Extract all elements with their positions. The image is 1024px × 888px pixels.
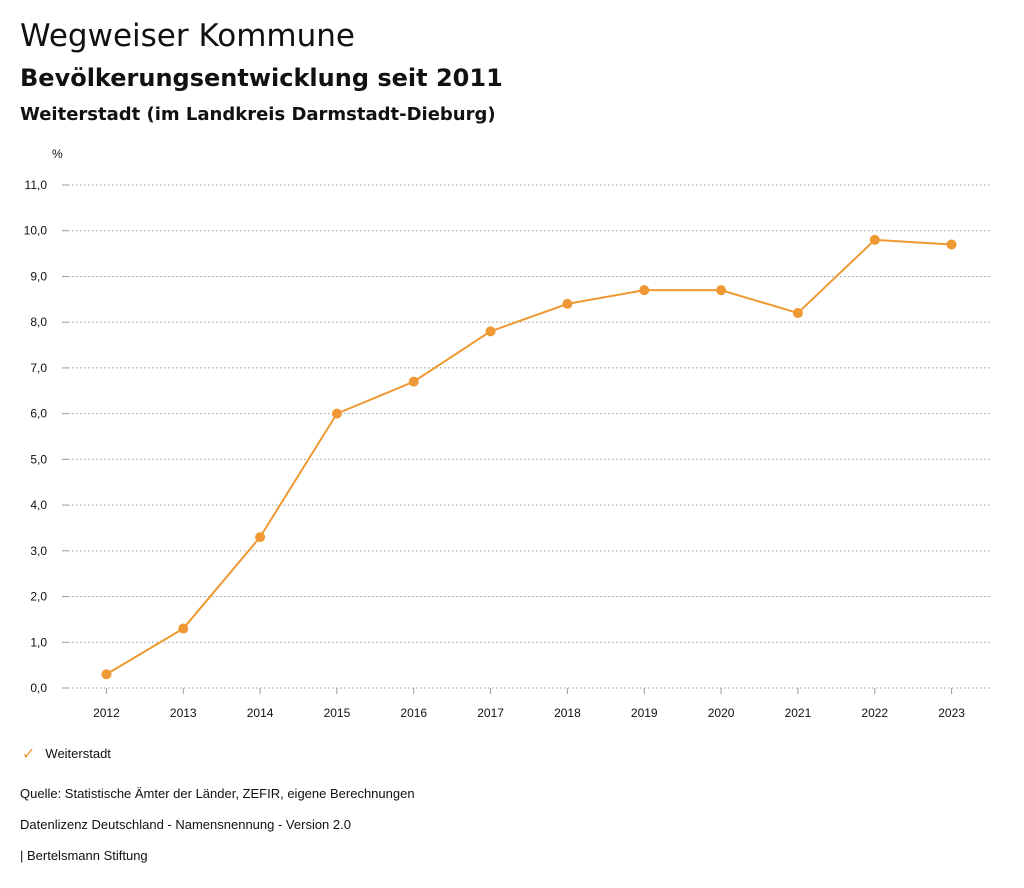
x-tick-label: 2013 [170,706,197,720]
y-tick-label: 1,0 [30,635,47,649]
data-point [485,326,496,337]
y-tick-label: 11,0 [25,178,48,192]
y-tick-label: 8,0 [30,315,47,329]
legend-label: Weiterstadt [45,746,111,761]
data-point [792,308,803,319]
region-label: Weiterstadt (im Landkreis Darmstadt-Dieb… [20,104,496,125]
x-tick-label: 2018 [554,706,581,720]
data-point [255,532,266,543]
data-point [869,234,880,245]
x-tick-label: 2017 [477,706,504,720]
data-point [408,376,419,387]
data-point [639,285,650,296]
y-tick-label: 3,0 [30,544,47,558]
y-tick-label: 5,0 [30,452,47,466]
data-point [331,408,342,419]
y-tick-label: 0,0 [30,681,47,695]
data-point [716,285,727,296]
y-tick-label: 2,0 [30,590,47,604]
y-axis-unit: % [52,147,63,161]
y-tick-label: 6,0 [30,407,47,421]
x-tick-label: 2015 [324,706,351,720]
data-point [101,669,112,680]
y-tick-label: 4,0 [30,498,47,512]
legend[interactable]: ✓ Weiterstadt [22,744,111,763]
y-tick-label: 9,0 [30,269,47,283]
y-tick-label: 7,0 [30,361,47,375]
x-tick-label: 2020 [708,706,735,720]
data-point [562,298,573,309]
x-tick-label: 2019 [631,706,658,720]
x-tick-label: 2021 [785,706,812,720]
x-tick-label: 2022 [861,706,888,720]
data-point [178,623,189,634]
data-point [946,239,957,250]
x-tick-label: 2012 [93,706,120,720]
page-title: Wegweiser Kommune [20,18,355,54]
check-icon: ✓ [22,744,36,763]
line-chart: % 0,0 1,0 2,0 3,0 4,0 5,0 6,0 7,0 8,0 9,0 10,0 11,0 2… [24,147,990,720]
license-note: Datenlizenz Deutschland - Namensnennung … [20,817,351,832]
chart-subtitle: Bevölkerungsentwicklung seit 2011 [20,64,503,92]
source-note: Quelle: Statistische Ämter der Länder, Z… [20,786,415,801]
x-tick-label: 2023 [938,706,965,720]
x-tick-label: 2014 [247,706,274,720]
x-tick-label: 2016 [400,706,427,720]
publisher-note: | Bertelsmann Stiftung [20,848,148,863]
y-tick-label: 10,0 [24,224,48,238]
series-line [105,238,952,676]
